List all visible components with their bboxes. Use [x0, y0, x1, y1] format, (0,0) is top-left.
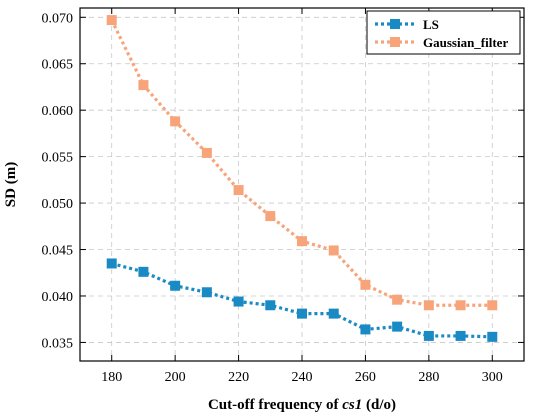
x-axis-label-suffix: (d/o) [362, 397, 396, 413]
legend-swatch-marker [390, 37, 400, 47]
x-tick-label: 200 [165, 370, 186, 385]
data-point [201, 287, 212, 298]
data-point [170, 116, 181, 127]
x-axis-label-italic: cs1 [342, 397, 362, 413]
series-layer [106, 15, 498, 342]
data-point [201, 147, 212, 158]
x-tick-label: 240 [292, 370, 313, 385]
data-point [265, 211, 276, 222]
y-tick-label: 0.045 [42, 244, 74, 259]
data-point [265, 300, 276, 311]
data-point [328, 245, 339, 256]
y-tick-label: 0.055 [42, 151, 74, 166]
legend: LS Gaussian_filter [366, 10, 521, 55]
data-point [138, 266, 149, 277]
data-point [138, 80, 149, 91]
data-point [487, 331, 498, 342]
x-tick-label: 260 [355, 370, 376, 385]
data-point [233, 185, 244, 196]
x-tick-label: 180 [101, 370, 122, 385]
data-point [328, 308, 339, 319]
data-point [360, 324, 371, 335]
axis-ticks: 180 200 220 240 260 280 300 0.035 0.040 0.045 0.05… [42, 8, 524, 385]
x-tick-label: 280 [418, 370, 439, 385]
data-point [455, 300, 466, 311]
data-point [392, 321, 403, 332]
data-point [423, 330, 434, 341]
data-point [360, 279, 371, 290]
y-tick-label: 0.035 [42, 336, 74, 351]
x-axis-label: Cut-off frequency of cs1 (d/o) [208, 397, 396, 413]
y-tick-label: 0.060 [42, 104, 74, 119]
data-point [423, 300, 434, 311]
x-tick-label: 300 [482, 370, 503, 385]
x-tick-label: 220 [228, 370, 249, 385]
x-axis-label-prefix: Cut-off frequency of [208, 397, 342, 413]
legend-label: LS [423, 17, 439, 32]
data-point [455, 330, 466, 341]
legend-label: Gaussian_filter [423, 35, 508, 50]
y-tick-label: 0.050 [42, 197, 74, 212]
grid [80, 8, 524, 361]
y-tick-label: 0.040 [42, 290, 74, 305]
data-point [297, 236, 307, 247]
data-point [106, 258, 117, 269]
data-point [170, 280, 181, 291]
data-point [233, 296, 244, 307]
data-point [487, 300, 498, 311]
y-tick-label: 0.065 [42, 58, 74, 73]
data-point [106, 15, 117, 26]
data-point [297, 308, 307, 319]
y-axis-label: SD (m) [3, 162, 19, 207]
data-point [392, 294, 403, 305]
legend-swatch-marker [390, 19, 400, 29]
y-tick-label: 0.070 [42, 11, 74, 26]
